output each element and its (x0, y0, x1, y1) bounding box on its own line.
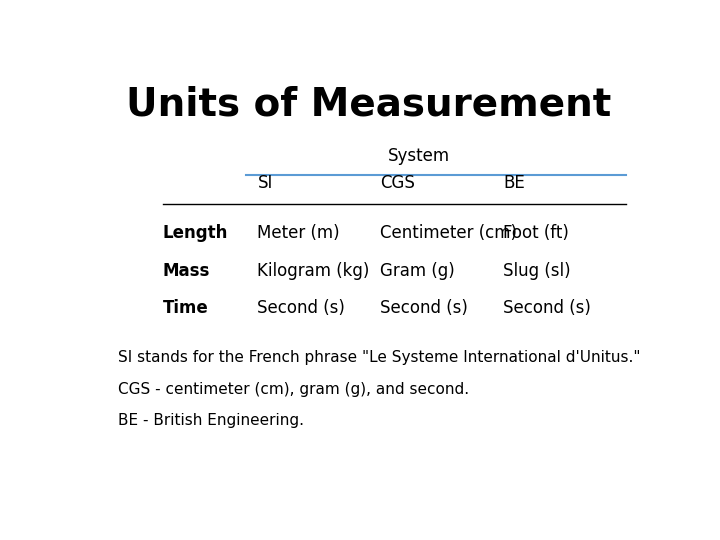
Text: Centimeter (cm): Centimeter (cm) (380, 224, 517, 242)
Text: BE: BE (503, 174, 525, 192)
Text: Gram (g): Gram (g) (380, 261, 455, 280)
Text: CGS: CGS (380, 174, 415, 192)
Text: Mass: Mass (163, 261, 210, 280)
Text: Foot (ft): Foot (ft) (503, 224, 569, 242)
Text: System: System (388, 146, 450, 165)
Text: SI stands for the French phrase "Le Systeme International d'Unitus.": SI stands for the French phrase "Le Syst… (118, 350, 640, 366)
Text: Meter (m): Meter (m) (258, 224, 340, 242)
Text: BE - British Engineering.: BE - British Engineering. (118, 413, 304, 428)
Text: SI: SI (258, 174, 273, 192)
Text: Time: Time (163, 299, 208, 317)
Text: Units of Measurement: Units of Measurement (127, 85, 611, 124)
Text: Second (s): Second (s) (380, 299, 468, 317)
Text: Second (s): Second (s) (503, 299, 591, 317)
Text: Length: Length (163, 224, 228, 242)
Text: Kilogram (kg): Kilogram (kg) (258, 261, 370, 280)
Text: Second (s): Second (s) (258, 299, 346, 317)
Text: CGS - centimeter (cm), gram (g), and second.: CGS - centimeter (cm), gram (g), and sec… (118, 382, 469, 396)
Text: Slug (sl): Slug (sl) (503, 261, 570, 280)
